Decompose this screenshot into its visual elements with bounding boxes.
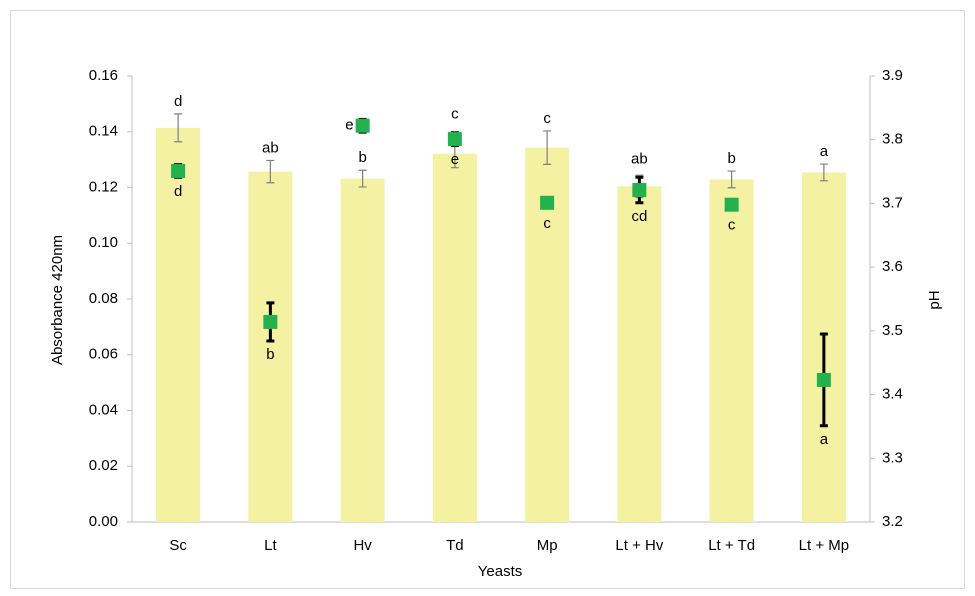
- point-letter: e: [451, 151, 459, 168]
- point: [540, 195, 555, 210]
- x-tick-label: Mp: [537, 537, 558, 554]
- bar-letter: c: [451, 106, 459, 123]
- x-tick-label: Lt: [264, 537, 277, 554]
- bar-letter: b: [358, 149, 366, 166]
- y-tick-label: 0.16: [89, 67, 118, 84]
- y2-tick-label: 3.8: [882, 131, 903, 148]
- y2-tick-label: 3.4: [882, 386, 903, 403]
- point: [632, 183, 647, 198]
- point-letter: d: [174, 183, 182, 200]
- bar: [617, 186, 662, 522]
- y-tick-label: 0.10: [89, 234, 118, 251]
- bar-letter: ab: [262, 139, 279, 156]
- y-tick-label: 0.12: [89, 178, 118, 195]
- y-axis-title: Absorbance 420nm: [49, 235, 66, 365]
- point-letter: c: [543, 215, 551, 232]
- point-letter: e: [345, 117, 353, 134]
- y2-tick-label: 3.5: [882, 322, 903, 339]
- y-tick-label: 0.04: [89, 401, 118, 418]
- bar: [709, 179, 754, 522]
- y2-tick-label: 3.3: [882, 449, 903, 466]
- y2-axis-title: pH: [926, 290, 943, 309]
- y-tick-label: 0.00: [89, 513, 118, 530]
- x-tick-label: Lt + Hv: [615, 537, 663, 554]
- bar-letter: ab: [631, 150, 648, 167]
- bar-letter: a: [820, 143, 829, 160]
- y2-tick-label: 3.2: [882, 513, 903, 530]
- error-bar: [819, 163, 828, 182]
- point: [724, 197, 739, 212]
- y-tick-label: 0.02: [89, 457, 118, 474]
- x-tick-label: Sc: [169, 537, 187, 554]
- error-bar: [727, 170, 736, 189]
- point-letter: b: [266, 346, 274, 363]
- bar: [156, 127, 201, 522]
- point: [171, 163, 186, 178]
- x-axis-title: Yeasts: [478, 563, 522, 580]
- point: [816, 372, 831, 387]
- y2-tick-label: 3.6: [882, 258, 903, 275]
- point: [263, 314, 278, 329]
- bar-letter: b: [727, 150, 735, 167]
- bar-letter: d: [174, 93, 182, 110]
- point-letter: c: [728, 217, 736, 234]
- bar: [525, 147, 570, 523]
- point-letter: cd: [631, 208, 647, 225]
- point-letter: a: [820, 431, 829, 448]
- x-tick-label: Lt + Td: [708, 537, 755, 554]
- x-tick-label: Lt + Mp: [799, 537, 849, 554]
- y2-tick-label: 3.9: [882, 67, 903, 84]
- bar-letter: c: [543, 110, 551, 127]
- error-bar: [543, 130, 552, 165]
- y2-tick-label: 3.7: [882, 194, 903, 211]
- error-bar: [174, 113, 183, 143]
- y-tick-label: 0.06: [89, 346, 118, 363]
- error-bar: [266, 159, 275, 184]
- error-bar: [358, 169, 367, 188]
- point: [355, 118, 370, 133]
- bar: [340, 178, 385, 522]
- y-tick-label: 0.08: [89, 290, 118, 307]
- bar: [248, 171, 293, 522]
- y-tick-label: 0.14: [89, 123, 118, 140]
- point: [447, 132, 462, 147]
- x-tick-label: Hv: [353, 537, 372, 554]
- x-tick-label: Td: [446, 537, 464, 554]
- bar: [432, 153, 477, 523]
